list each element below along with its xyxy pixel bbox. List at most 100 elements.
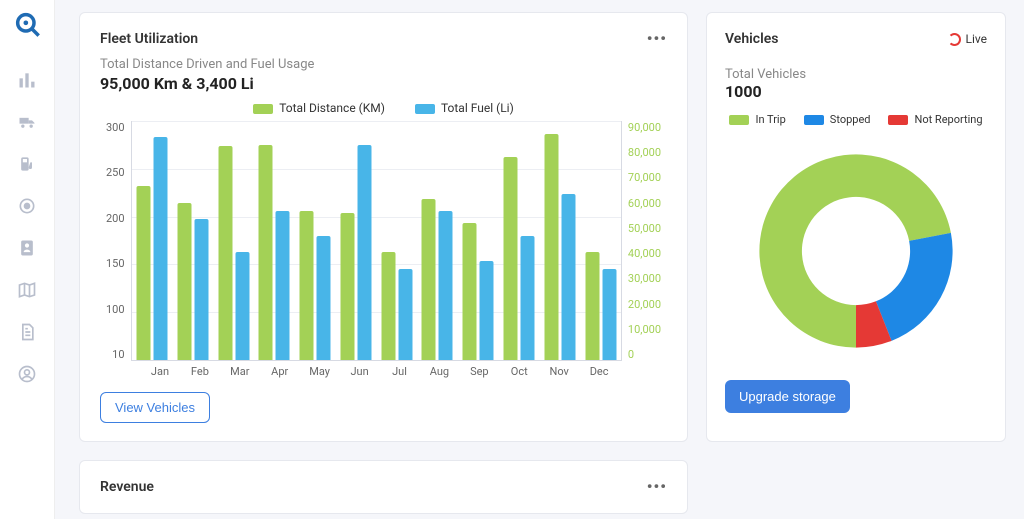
fuel-icon[interactable] (17, 154, 37, 174)
x-tick: Aug (419, 365, 459, 378)
bar-group (300, 211, 331, 360)
bar-group (503, 157, 534, 360)
bar (194, 219, 208, 360)
bar-group (218, 146, 249, 360)
fleet-util-subtitle: Total Distance Driven and Fuel Usage (100, 57, 667, 72)
x-tick: Oct (499, 365, 539, 378)
fleet-icon[interactable] (17, 112, 37, 132)
spinner-icon (948, 33, 961, 46)
y-right-tick: 70,000 (628, 171, 661, 184)
bar (480, 261, 494, 360)
revenue-card: Revenue ••• (79, 460, 688, 514)
donut-slice (876, 233, 953, 341)
x-tick: Jul (380, 365, 420, 378)
x-tick: May (300, 365, 340, 378)
legend-item: In Trip (729, 113, 785, 126)
bar-group (463, 223, 494, 360)
x-tick: Dec (579, 365, 619, 378)
bar-group (136, 137, 167, 360)
y-right-tick: 30,000 (628, 272, 661, 285)
sidebar (0, 0, 55, 519)
bar (503, 157, 517, 360)
bar (585, 252, 599, 360)
bar-group (177, 203, 208, 360)
x-tick: Sep (459, 365, 499, 378)
bar (317, 236, 331, 360)
fleet-util-title: Fleet Utilization (100, 31, 198, 47)
app-logo (13, 10, 41, 38)
bar (218, 146, 232, 360)
bar (136, 186, 150, 360)
reports-icon[interactable] (17, 322, 37, 342)
y-left-tick: 200 (106, 212, 125, 225)
tracking-icon[interactable] (17, 196, 37, 216)
view-vehicles-button[interactable]: View Vehicles (100, 392, 210, 423)
x-tick: Jan (140, 365, 180, 378)
bar-group (259, 145, 290, 360)
y-left-tick: 10 (106, 348, 125, 361)
y-left-tick: 100 (106, 303, 125, 316)
bar (602, 269, 616, 360)
bar (544, 134, 558, 360)
bar-group (340, 145, 371, 360)
vehicles-card: Vehicles Live Total Vehicles 1000 In Tri… (706, 12, 1006, 442)
vehicles-title: Vehicles (725, 31, 778, 47)
bar (153, 137, 167, 360)
upgrade-storage-button[interactable]: Upgrade storage (725, 380, 850, 413)
fleet-util-summary: 95,000 Km & 3,400 Li (100, 74, 667, 93)
bar (357, 145, 371, 360)
y-right-tick: 0 (628, 348, 661, 361)
legend-item: Total Distance (KM) (253, 101, 385, 115)
fleet-utilization-card: Fleet Utilization ••• Total Distance Dri… (79, 12, 688, 442)
drivers-icon[interactable] (17, 238, 37, 258)
y-right-tick: 80,000 (628, 146, 661, 159)
y-right-tick: 10,000 (628, 323, 661, 336)
more-icon[interactable]: ••• (647, 483, 667, 491)
map-icon[interactable] (17, 280, 37, 300)
bar (422, 199, 436, 360)
total-vehicles-value: 1000 (725, 82, 987, 101)
analytics-icon[interactable] (17, 70, 37, 90)
bar (381, 252, 395, 360)
y-right-tick: 60,000 (628, 197, 661, 210)
x-tick: Feb (180, 365, 220, 378)
y-right-tick: 50,000 (628, 222, 661, 235)
bar (276, 211, 290, 360)
bar (463, 223, 477, 360)
bar-group (381, 252, 412, 360)
bar (259, 145, 273, 360)
bar-group (422, 199, 453, 360)
revenue-title: Revenue (100, 479, 154, 495)
y-left-tick: 150 (106, 257, 125, 270)
x-tick: Mar (220, 365, 260, 378)
legend-item: Total Fuel (Li) (415, 101, 514, 115)
live-label: Live (966, 32, 987, 46)
bar (520, 236, 534, 360)
y-right-tick: 20,000 (628, 298, 661, 311)
y-right-tick: 90,000 (628, 121, 661, 134)
y-right-tick: 40,000 (628, 247, 661, 260)
bar-group (544, 134, 575, 360)
x-tick: Nov (539, 365, 579, 378)
bar (235, 252, 249, 360)
bar (439, 211, 453, 360)
total-vehicles-label: Total Vehicles (725, 67, 987, 82)
legend-item: Stopped (804, 113, 871, 126)
bar (398, 269, 412, 360)
x-tick: Jun (340, 365, 380, 378)
bar-group (585, 252, 616, 360)
account-icon[interactable] (17, 364, 37, 384)
main-content: Fleet Utilization ••• Total Distance Dri… (55, 0, 1024, 519)
bar (561, 194, 575, 360)
vehicles-donut-chart (741, 136, 971, 366)
fleet-util-chart: Total Distance (KM) Total Fuel (Li) 300 25… (100, 101, 667, 378)
y-left-tick: 300 (106, 121, 125, 134)
bar (177, 203, 191, 360)
bar (340, 213, 354, 360)
bar (300, 211, 314, 360)
more-icon[interactable]: ••• (647, 35, 667, 43)
y-left-tick: 250 (106, 166, 125, 179)
x-tick: Apr (260, 365, 300, 378)
live-indicator: Live (948, 32, 987, 46)
legend-item: Not Reporting (888, 113, 982, 126)
